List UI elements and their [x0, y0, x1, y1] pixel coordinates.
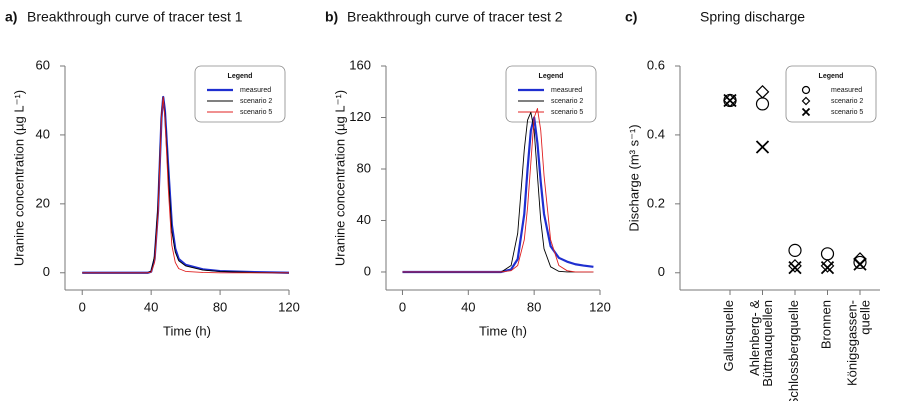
legend-label: scenario 2	[831, 98, 863, 105]
series-line	[402, 111, 594, 273]
marker-diamond	[820, 259, 835, 273]
x-tick-label: Ahlenberg- &Büttnauquellen	[747, 300, 775, 387]
marker-circle	[788, 243, 802, 257]
legend-box	[785, 65, 877, 123]
series-line	[82, 95, 290, 274]
x-tick-label-line: Ahlenberg- &	[747, 300, 762, 376]
marker-diamond	[801, 96, 811, 106]
y-tick-label: 120	[349, 109, 371, 124]
marker-x	[801, 107, 811, 117]
marker-x	[853, 257, 867, 271]
panel-label: c)	[625, 9, 637, 25]
x-tick-label: 80	[527, 299, 541, 314]
panel-label: a)	[5, 9, 17, 25]
panel-title: Breakthrough curve of tracer test 1	[27, 9, 243, 25]
marker-x	[755, 140, 770, 154]
series-line	[402, 116, 594, 274]
x-tick-label: 40	[144, 299, 158, 314]
y-tick-label: 80	[357, 160, 371, 175]
x-tick-label-line: Schlossbergquelle	[786, 300, 801, 401]
y-tick-label: 0.4	[647, 126, 665, 141]
legend-label: scenario 5	[551, 109, 583, 116]
panel-label: b)	[325, 9, 338, 25]
legend-label: scenario 5	[240, 109, 272, 116]
marker-circle	[820, 247, 835, 261]
x-tick-label: 120	[589, 299, 611, 314]
series-line	[82, 96, 290, 274]
legend-label: scenario 2	[240, 98, 272, 105]
legend-box	[505, 65, 597, 123]
x-tick-label: 0	[399, 299, 406, 314]
x-tick-label: Bronnen	[819, 300, 834, 349]
y-axis-title: Discharge (m³ s⁻¹)	[626, 124, 641, 231]
legend-label: scenario 2	[551, 98, 583, 105]
y-tick-label: 0.6	[647, 57, 665, 72]
legend-title: Legend	[819, 73, 844, 80]
x-tick-label-line: Büttnauquellen	[760, 300, 775, 387]
marker-diamond	[788, 259, 802, 273]
legend-label: measured	[831, 87, 862, 94]
marker-x	[788, 260, 802, 275]
legend-title: Legend	[539, 73, 564, 80]
x-tick-label: 80	[213, 299, 227, 314]
y-tick-label: 0	[43, 264, 50, 279]
panel-title: Breakthrough curve of tracer test 2	[347, 9, 563, 25]
x-axis-title: Time (h)	[479, 323, 527, 338]
y-tick-label: 160	[349, 57, 371, 72]
marker-circle	[755, 97, 770, 111]
legend-box	[194, 65, 286, 123]
legend-label: scenario 5	[831, 109, 863, 116]
y-axis-title: Uranine concentration (µg L⁻¹)	[332, 90, 347, 266]
series-line	[402, 108, 594, 273]
y-axis-title: Uranine concentration (µg L⁻¹)	[11, 90, 26, 266]
y-tick-label: 20	[36, 195, 50, 210]
marker-diamond	[755, 84, 770, 99]
x-tick-label: Schlossbergquelle	[786, 300, 801, 401]
x-tick-label: Königsgassen-quelle	[845, 300, 873, 386]
marker-diamond	[723, 93, 737, 108]
x-tick-label: 40	[461, 299, 475, 314]
y-tick-label: 40	[36, 126, 50, 141]
marker-x	[820, 260, 835, 275]
x-tick-label-line: Königsgassen-	[845, 300, 860, 386]
x-tick-label-line: Bronnen	[819, 300, 834, 349]
marker-x	[723, 93, 737, 108]
y-tick-label: 0.2	[647, 195, 665, 210]
panel-title: Spring discharge	[700, 9, 805, 25]
legend-title: Legend	[228, 73, 253, 80]
series-line	[82, 96, 289, 274]
x-tick-label: 0	[79, 299, 86, 314]
x-tick-label: 120	[278, 299, 300, 314]
x-tick-label: Gallusquelle	[721, 300, 736, 372]
marker-circle	[801, 85, 811, 95]
marker-circle	[853, 255, 867, 270]
y-tick-label: 0	[658, 264, 665, 279]
y-tick-label: 40	[357, 212, 371, 227]
x-axis-title: Time (h)	[163, 323, 211, 338]
legend-label: measured	[240, 87, 271, 94]
x-tick-label-line: quelle	[858, 300, 873, 335]
y-tick-label: 0	[364, 263, 371, 278]
x-tick-label-line: Gallusquelle	[721, 300, 736, 372]
y-tick-label: 60	[36, 57, 50, 72]
legend-label: measured	[551, 87, 582, 94]
